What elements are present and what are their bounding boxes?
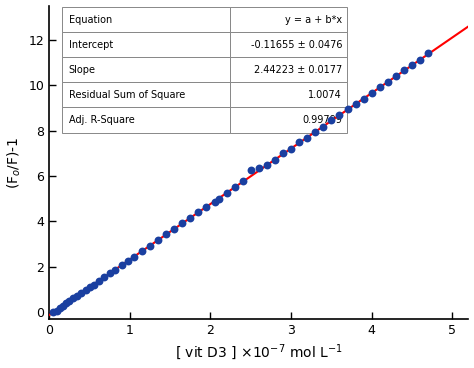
Point bbox=[376, 84, 383, 90]
Point bbox=[255, 165, 263, 171]
Point bbox=[59, 303, 67, 309]
Point bbox=[95, 277, 103, 283]
Point bbox=[146, 243, 154, 249]
Point bbox=[328, 117, 335, 123]
Point bbox=[111, 267, 119, 273]
Point bbox=[106, 270, 113, 276]
Point bbox=[271, 157, 279, 163]
Point bbox=[179, 220, 186, 226]
Point bbox=[223, 190, 230, 196]
Point bbox=[400, 67, 408, 73]
Point bbox=[187, 215, 194, 221]
Point bbox=[211, 199, 219, 205]
Y-axis label: (F$_o$/F)-1: (F$_o$/F)-1 bbox=[6, 136, 23, 189]
Point bbox=[195, 209, 202, 215]
Point bbox=[352, 102, 359, 107]
Point bbox=[203, 204, 210, 210]
Point bbox=[319, 124, 327, 130]
Point bbox=[416, 57, 424, 63]
Point bbox=[303, 135, 311, 141]
Point bbox=[163, 231, 170, 237]
Point bbox=[424, 50, 432, 56]
Point bbox=[239, 178, 246, 184]
Point bbox=[70, 295, 77, 301]
Point bbox=[56, 305, 64, 311]
Point bbox=[118, 262, 126, 268]
Point bbox=[53, 308, 60, 314]
Point bbox=[78, 290, 85, 296]
Point bbox=[90, 282, 97, 287]
Point bbox=[392, 73, 400, 79]
Point bbox=[138, 248, 146, 254]
Point bbox=[125, 258, 132, 264]
Point bbox=[82, 287, 89, 293]
Point bbox=[287, 146, 295, 152]
X-axis label: [ vit D3 ] $\times$10$^{-7}$ mol L$^{-1}$: [ vit D3 ] $\times$10$^{-7}$ mol L$^{-1}… bbox=[175, 343, 343, 362]
Point bbox=[384, 79, 392, 85]
Point bbox=[247, 167, 255, 173]
Point bbox=[231, 184, 238, 190]
Point bbox=[279, 150, 287, 156]
Point bbox=[73, 293, 81, 298]
Point bbox=[130, 254, 137, 259]
Point bbox=[215, 196, 222, 202]
Point bbox=[311, 129, 319, 135]
Point bbox=[154, 237, 162, 243]
Point bbox=[344, 106, 351, 112]
Point bbox=[49, 309, 57, 315]
Point bbox=[368, 90, 375, 96]
Point bbox=[263, 162, 271, 167]
Point bbox=[65, 298, 73, 304]
Point bbox=[86, 284, 93, 290]
Point bbox=[295, 139, 303, 145]
Point bbox=[360, 96, 367, 102]
Point bbox=[63, 300, 70, 306]
Point bbox=[171, 226, 178, 232]
Point bbox=[100, 274, 108, 280]
Point bbox=[336, 112, 343, 118]
Point bbox=[408, 62, 416, 68]
